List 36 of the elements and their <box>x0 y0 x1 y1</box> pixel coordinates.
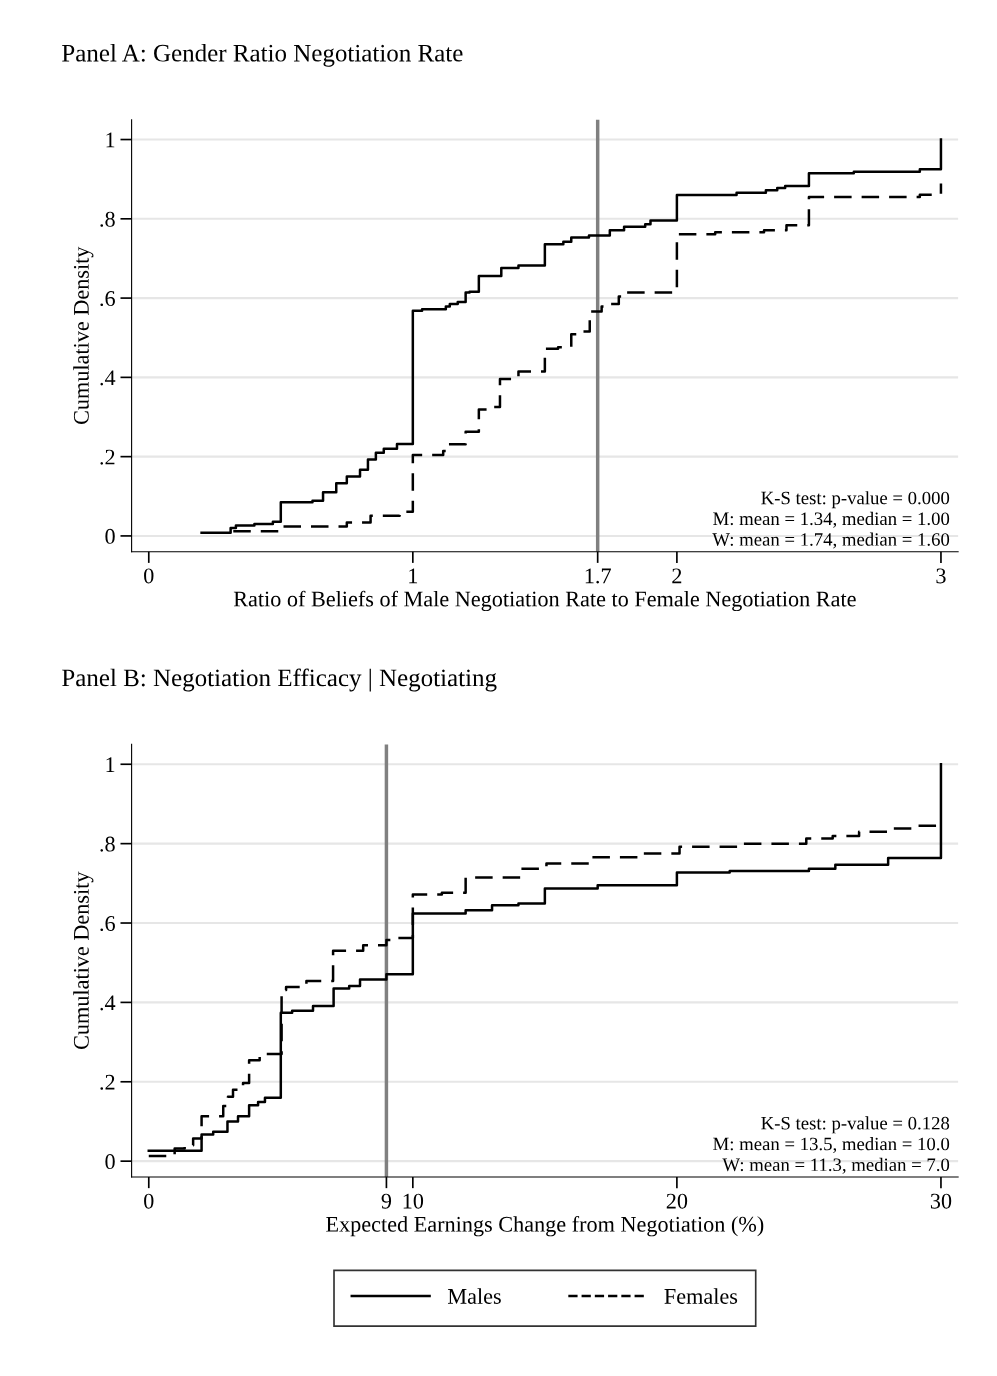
annotation: W: mean = 11.3, median = 7.0 <box>722 1157 950 1174</box>
annotation: M: mean = 1.34, median = 1.00 <box>713 511 950 528</box>
y-axis-title: Cumulative Density <box>73 246 94 425</box>
x-tick-label: 0 <box>144 568 154 584</box>
x-tick-label: 30 <box>930 1193 952 1209</box>
x-tick-label: 20 <box>666 1193 688 1209</box>
chart-title: Panel B: Negotiation Efficacy | Negotiating <box>62 668 497 692</box>
x-axis-title: Ratio of Beliefs of Male Negotiation Rate to Female Negotiation Rate <box>233 590 856 612</box>
x-tick-label: 3 <box>936 568 946 584</box>
y-tick-label: .4 <box>100 995 116 1011</box>
y-tick-label: 1 <box>106 757 115 772</box>
x-tick-label: 0 <box>144 1193 154 1209</box>
x-axis-title: Expected Earnings Change from Negotiation (%) <box>326 1215 764 1237</box>
y-tick-label: .2 <box>100 449 115 465</box>
y-tick-label: .6 <box>100 916 115 932</box>
x-tick-label: 1 <box>409 568 418 584</box>
y-tick-label: .8 <box>100 836 115 852</box>
chart-title: Panel A: Gender Ratio Negotiation Rate <box>62 44 463 67</box>
legend-label: Males <box>447 1288 501 1304</box>
legend-label: Females <box>664 1288 738 1304</box>
y-tick-label: .4 <box>100 370 116 386</box>
y-axis-title: Cumulative Density <box>73 871 94 1049</box>
y-tick-label: 0 <box>105 528 115 544</box>
annotation: M: mean = 13.5, median = 10.0 <box>713 1137 950 1153</box>
y-tick-label: .8 <box>100 211 115 227</box>
annotation: K-S test: p-value = 0.000 <box>761 491 950 509</box>
x-tick-label: 10 <box>403 1193 424 1209</box>
y-tick-label: 0 <box>105 1154 115 1170</box>
y-tick-label: .2 <box>100 1074 115 1090</box>
y-tick-label: 1 <box>106 132 115 148</box>
y-tick-label: .6 <box>100 291 115 307</box>
x-tick-label: 2 <box>672 568 682 584</box>
annotation: W: mean = 1.74, median = 1.60 <box>712 532 950 549</box>
x-tick-label: 9 <box>381 1193 392 1209</box>
annotation: K-S test: p-value = 0.128 <box>761 1116 950 1134</box>
x-tick-label: 1.7 <box>585 568 611 584</box>
